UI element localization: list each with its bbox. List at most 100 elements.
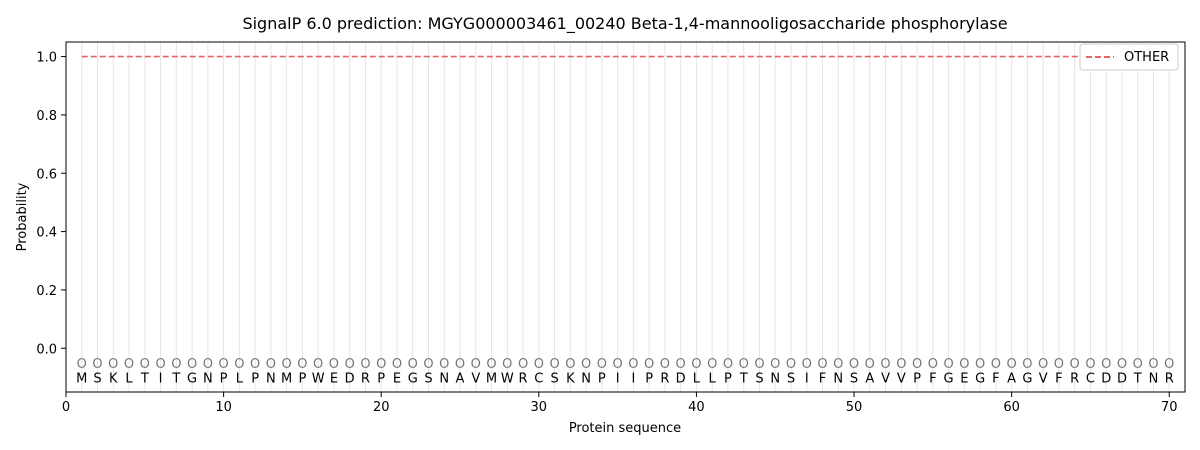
region-label: O [108, 357, 118, 372]
residue-label: T [171, 371, 180, 386]
residue-label: A [1007, 371, 1016, 386]
region-label: O [313, 357, 323, 372]
region-label: O [486, 357, 496, 372]
region-label: O [817, 357, 827, 372]
region-label: O [124, 357, 134, 372]
residue-label: S [93, 371, 101, 386]
region-label: O [849, 357, 859, 372]
residue-label: S [755, 371, 763, 386]
residue-label: G [944, 371, 954, 386]
residue-label: C [1086, 371, 1095, 386]
region-label: O [471, 357, 481, 372]
residue-label: N [1149, 371, 1159, 386]
residue-label: P [220, 371, 228, 386]
residue-label: F [992, 371, 999, 386]
residue-label: P [298, 371, 306, 386]
region-label: O [203, 357, 213, 372]
x-axis-label: Protein sequence [569, 421, 681, 436]
region-label: O [329, 357, 339, 372]
region-label: O [502, 357, 512, 372]
residue-label: L [709, 371, 717, 386]
region-label: O [1007, 357, 1017, 372]
x-tick-label: 20 [373, 400, 390, 415]
region-label: O [1133, 357, 1143, 372]
region-label: O [155, 357, 165, 372]
region-label: O [1148, 357, 1158, 372]
region-label: O [928, 357, 938, 372]
region-label: O [880, 357, 890, 372]
residue-label: P [724, 371, 732, 386]
residue-label: I [159, 371, 163, 386]
region-label: O [660, 357, 670, 372]
residue-label: N [439, 371, 449, 386]
residue-label: V [471, 371, 480, 386]
y-axis-label: Probability [15, 182, 30, 251]
residue-label: K [109, 371, 118, 386]
y-tick-label: 0.0 [36, 342, 57, 357]
residue-label: E [330, 371, 338, 386]
residue-label: A [865, 371, 874, 386]
region-label: O [1022, 357, 1032, 372]
region-label: O [565, 357, 575, 372]
residue-label: G [1022, 371, 1032, 386]
region-label: O [171, 357, 181, 372]
grid-lines [81, 42, 1170, 392]
residue-label: F [819, 371, 826, 386]
region-label: O [455, 357, 465, 372]
region-label: O [644, 357, 654, 372]
residue-label: I [616, 371, 620, 386]
residue-label: R [1070, 371, 1079, 386]
region-label: O [297, 357, 307, 372]
residue-label: G [408, 371, 418, 386]
residue-label: W [501, 371, 514, 386]
residue-label: P [645, 371, 653, 386]
residue-label: N [266, 371, 276, 386]
region-label: O [77, 357, 87, 372]
residue-label: G [975, 371, 985, 386]
residue-label: P [913, 371, 921, 386]
residue-label: K [566, 371, 575, 386]
residue-label: T [1133, 371, 1142, 386]
residue-label: I [805, 371, 809, 386]
residue-label: P [598, 371, 606, 386]
residue-label: E [393, 371, 401, 386]
residue-label: M [486, 371, 497, 386]
region-label: O [676, 357, 686, 372]
region-label: O [691, 357, 701, 372]
residue-label: D [1117, 371, 1127, 386]
x-tick-label: 40 [688, 400, 705, 415]
residue-label: V [897, 371, 906, 386]
region-label: O [1038, 357, 1048, 372]
region-label: O [408, 357, 418, 372]
x-tick-label: 60 [1003, 400, 1020, 415]
residue-label: P [251, 371, 259, 386]
region-label: O [581, 357, 591, 372]
residue-label: M [76, 371, 87, 386]
region-label: O [975, 357, 985, 372]
region-label: O [739, 357, 749, 372]
region-label: O [723, 357, 733, 372]
region-label: O [1070, 357, 1080, 372]
region-label: O [250, 357, 260, 372]
residue-label: F [1055, 371, 1062, 386]
region-label: O [1117, 357, 1127, 372]
plot-frame [65, 41, 1186, 393]
region-label: O [959, 357, 969, 372]
region-label: O [518, 357, 528, 372]
region-label: O [613, 357, 623, 372]
residue-label: L [236, 371, 244, 386]
chart-title: SignalP 6.0 prediction: MGYG000003461_00… [242, 14, 1007, 34]
residue-label: V [1039, 371, 1048, 386]
region-label: O [896, 357, 906, 372]
region-label: O [140, 357, 150, 372]
region-label: O [597, 357, 607, 372]
region-label: O [549, 357, 559, 372]
x-tick-label: 0 [62, 400, 70, 415]
residue-label: M [281, 371, 292, 386]
residue-label: C [534, 371, 543, 386]
residue-label: P [377, 371, 385, 386]
region-label: O [912, 357, 922, 372]
region-label: O [1101, 357, 1111, 372]
x-tick-label: 70 [1161, 400, 1178, 415]
